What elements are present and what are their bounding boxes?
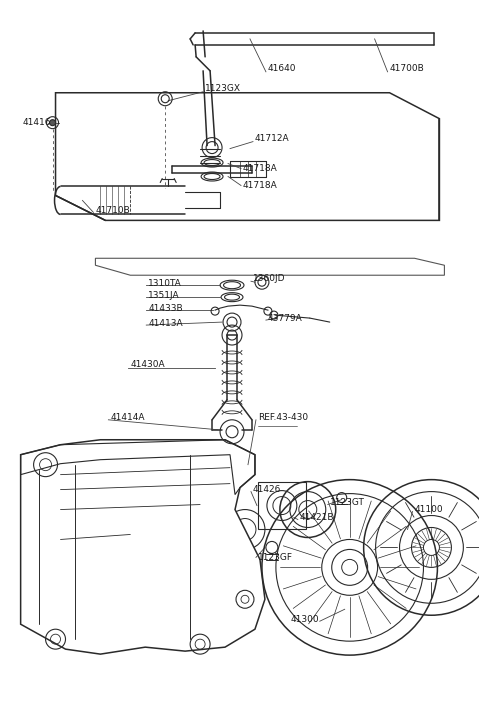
Text: 41718A: 41718A <box>243 181 278 190</box>
Text: REF.43-430: REF.43-430 <box>258 413 308 422</box>
Text: 1123GF: 1123GF <box>258 553 293 562</box>
Bar <box>258 482 306 529</box>
Text: 1351JA: 1351JA <box>148 290 180 300</box>
Text: 41710B: 41710B <box>96 206 130 215</box>
Text: 41712A: 41712A <box>255 134 289 143</box>
Text: 43779A: 43779A <box>268 314 303 323</box>
Text: 1123GX: 1123GX <box>205 85 241 93</box>
Circle shape <box>49 120 56 125</box>
Text: 41414A: 41414A <box>110 413 145 422</box>
Text: 41300: 41300 <box>290 615 319 624</box>
Text: 1360JD: 1360JD <box>253 274 286 283</box>
Text: 41413A: 41413A <box>148 319 183 328</box>
Text: 41700B: 41700B <box>390 64 424 73</box>
Text: 1123GT: 1123GT <box>330 498 365 507</box>
Text: 41426: 41426 <box>253 485 281 494</box>
Text: 41421B: 41421B <box>300 513 335 522</box>
Text: 41718A: 41718A <box>243 164 278 173</box>
Text: 41100: 41100 <box>415 505 443 514</box>
Text: 41430A: 41430A <box>130 360 165 369</box>
Polygon shape <box>21 440 265 654</box>
Text: 41433B: 41433B <box>148 304 183 312</box>
Text: 1310TA: 1310TA <box>148 278 182 288</box>
Text: 41640: 41640 <box>268 64 297 73</box>
Text: 41416: 41416 <box>23 118 51 127</box>
